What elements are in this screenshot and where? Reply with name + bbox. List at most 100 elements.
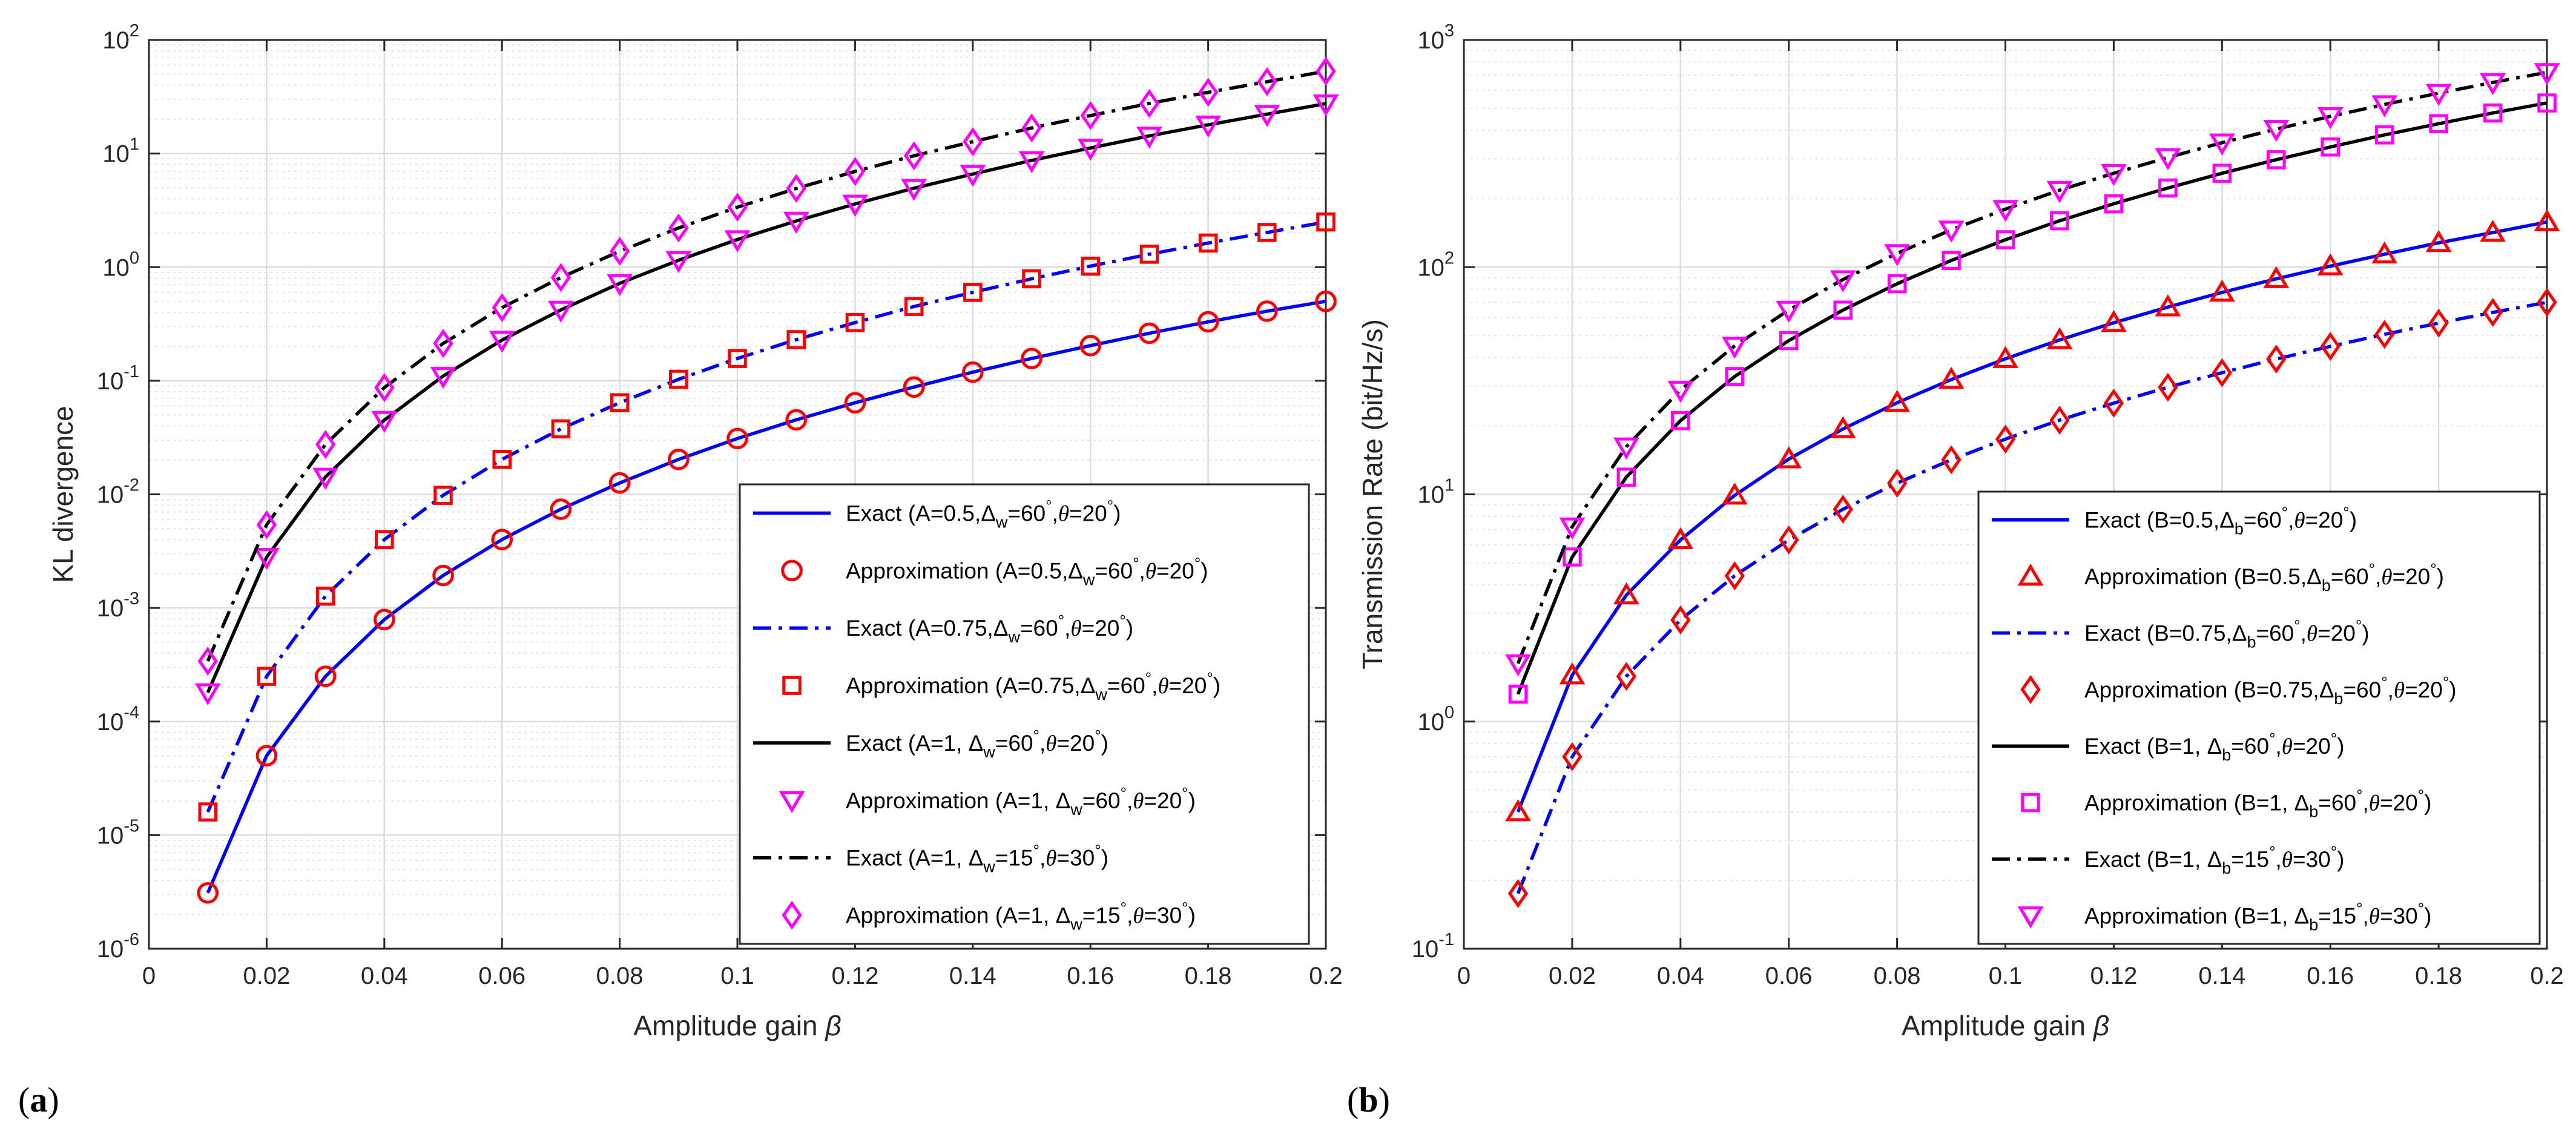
- legend-label-separator: ,: [1139, 558, 1145, 583]
- y-tick-base: 10: [97, 368, 124, 395]
- y-tick-exponent: -1: [124, 362, 139, 381]
- data-point-marker: [903, 141, 924, 171]
- legend-label-close: ): [1188, 903, 1196, 928]
- data-point-marker: [2374, 125, 2394, 145]
- legend-label-text: Exact (A=1,: [846, 846, 969, 871]
- legend-label-degree: °: [1182, 784, 1188, 802]
- y-axis-label: KL divergence: [47, 406, 79, 582]
- data-point-marker: [2155, 148, 2181, 171]
- legend-label-degree: °: [1095, 727, 1101, 745]
- legend-label-subscript: w: [983, 743, 995, 761]
- data-point-marker: [312, 467, 338, 490]
- legend-entry-label: Approximation (A=1, Δw=15°,θ=30°): [846, 899, 1196, 934]
- legend-label-close: ): [2449, 677, 2456, 702]
- data-point-marker: [1779, 331, 1799, 351]
- data-point-marker: [2155, 294, 2181, 317]
- data-point-marker: [2212, 358, 2232, 387]
- legend-label-theta-value: =20: [1144, 788, 1182, 813]
- data-point-marker: [1670, 605, 1691, 635]
- data-point-marker: [2209, 133, 2235, 156]
- data-point-marker: [2429, 114, 2448, 134]
- series-line-2: [206, 220, 1326, 813]
- data-point-marker: [2209, 279, 2235, 302]
- data-point-marker: [551, 419, 571, 439]
- legend-entry-label: Exact (A=0.75,Δw=60°,θ=20°): [846, 612, 1133, 646]
- data-point-marker: [1721, 337, 1748, 359]
- data-point-marker: [1830, 416, 1856, 438]
- legend-label-value: =60: [1095, 558, 1133, 583]
- legend-label-symbol: Δ: [969, 731, 984, 756]
- data-point-marker: [608, 472, 631, 494]
- panel-label: (a): [18, 1080, 59, 1119]
- legend-label-degree: °: [1121, 899, 1127, 917]
- y-tick-exponent: 0: [130, 248, 139, 268]
- legend-label-degree: °: [1058, 612, 1064, 630]
- x-axis-label: Amplitude gain β: [633, 1010, 841, 1041]
- legend-label-degree: °: [2418, 786, 2424, 805]
- data-point-marker: [2046, 180, 2073, 203]
- legend-label-subscript: b: [2309, 803, 2318, 821]
- legend-label-separator: ,: [2362, 791, 2368, 816]
- data-point-marker: [256, 510, 277, 539]
- data-point-marker: [2263, 120, 2290, 142]
- legend-label-text: Approximation (B=1,: [2084, 791, 2294, 816]
- legend-label-value: =60: [2331, 564, 2369, 589]
- data-point-marker: [492, 293, 512, 323]
- data-point-marker: [963, 127, 983, 157]
- y-tick-label: 100: [1417, 703, 1454, 736]
- data-point-marker: [2103, 388, 2124, 418]
- legend-label-symbol: Δ: [2319, 677, 2334, 702]
- data-point-marker: [1721, 483, 1748, 505]
- legend-label-degree: °: [2269, 730, 2275, 748]
- data-point-marker: [1508, 684, 1528, 704]
- data-point-marker: [315, 430, 336, 459]
- legend-label-symbol: Δ: [2232, 621, 2247, 645]
- data-point-marker: [1081, 256, 1100, 276]
- legend-label-theta-value: =30: [2293, 847, 2331, 872]
- legend-entry-label: Approximation (B=1, Δb=15°,θ=30°): [2084, 899, 2431, 934]
- y-tick-label: 101: [102, 135, 139, 168]
- legend-label-degree: °: [1121, 784, 1127, 802]
- y-tick-base: 10: [97, 822, 124, 849]
- series-line-0: [1516, 220, 2548, 813]
- legend-label-value: =60: [2231, 734, 2269, 759]
- data-point-marker: [433, 329, 453, 358]
- x-tick-label: 0.06: [1765, 963, 1813, 989]
- data-point-marker: [1195, 115, 1221, 138]
- legend-label-value: =60: [2343, 677, 2381, 702]
- data-point-marker: [665, 251, 692, 273]
- legend-label-text: Approximation (B=1,: [2084, 903, 2294, 928]
- data-point-marker: [786, 174, 806, 203]
- data-point-marker: [1938, 220, 1965, 243]
- panel-label: (b): [1347, 1080, 1390, 1119]
- legend-label-value: =60: [2244, 508, 2282, 533]
- x-tick-label: 0.12: [2090, 963, 2137, 989]
- legend-entry-label: Approximation (B=0.5,Δb=60°,θ=20°): [2084, 560, 2444, 595]
- legend-label-value: =15: [2318, 903, 2356, 928]
- x-tick-label: 0.08: [596, 963, 644, 989]
- x-axis-label-text: Amplitude gain: [1902, 1010, 2093, 1041]
- legend-label-theta-value: =20: [1156, 558, 1194, 583]
- x-tick-label: 0.04: [361, 963, 408, 989]
- data-point-marker: [2266, 150, 2286, 170]
- y-tick-exponent: -6: [124, 930, 139, 949]
- data-point-marker: [1077, 139, 1104, 161]
- legend-label-text: Exact (B=0.75,: [2084, 621, 2232, 645]
- x-tick-label: 0.14: [2198, 963, 2245, 989]
- data-point-marker: [1559, 517, 1586, 540]
- legend-entry-label: Exact (B=1, Δb=15°,θ=30°): [2084, 843, 2344, 877]
- x-tick-label: 0.12: [831, 963, 878, 989]
- legend-label-theta: θ: [1133, 904, 1144, 929]
- data-point-marker: [1724, 561, 1745, 590]
- legend-label-theta: θ: [1070, 616, 1081, 641]
- data-point-marker: [845, 157, 866, 186]
- panel-label-open: (: [18, 1080, 30, 1119]
- y-tick-base: 10: [1412, 936, 1439, 963]
- legend-label-symbol: Δ: [1068, 558, 1083, 583]
- legend-label-separator: ,: [2288, 508, 2294, 533]
- legend-label-theta-value: =30: [1144, 903, 1182, 928]
- data-point-marker: [1776, 446, 1802, 469]
- y-tick-label: 10-6: [97, 930, 139, 963]
- legend-label-symbol: Δ: [2307, 564, 2322, 589]
